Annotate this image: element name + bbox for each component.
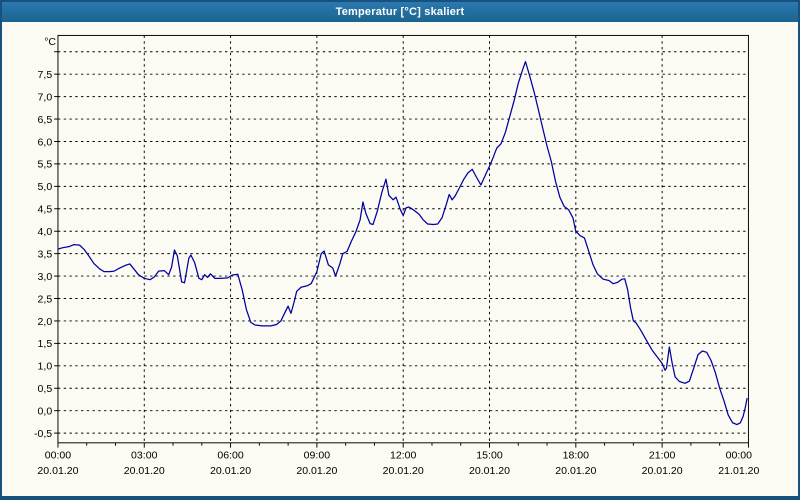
svg-text:-0,5: -0,5 <box>34 428 52 440</box>
svg-text:09:00: 09:00 <box>304 450 331 462</box>
svg-text:15:00: 15:00 <box>476 450 503 462</box>
svg-text:21:00: 21:00 <box>649 450 676 462</box>
gridlines <box>57 35 749 443</box>
svg-text:21.01.20: 21.01.20 <box>718 465 759 477</box>
svg-text:6,5: 6,5 <box>38 114 53 126</box>
svg-text:00:00: 00:00 <box>726 450 753 462</box>
svg-text:18:00: 18:00 <box>563 450 590 462</box>
svg-text:1,0: 1,0 <box>38 361 53 373</box>
svg-text:°C: °C <box>44 36 56 48</box>
svg-text:2,5: 2,5 <box>38 293 53 305</box>
svg-text:0,5: 0,5 <box>38 383 53 395</box>
svg-text:20.01.20: 20.01.20 <box>642 465 683 477</box>
svg-text:20.01.20: 20.01.20 <box>555 465 596 477</box>
x-axis-labels: 00:00 20.01.20 03:00 20.01.20 06:00 20.01.20 0… <box>37 450 759 477</box>
svg-text:00:00: 00:00 <box>45 450 72 462</box>
svg-text:3,5: 3,5 <box>38 248 53 260</box>
svg-text:12:00: 12:00 <box>390 450 417 462</box>
svg-text:6,0: 6,0 <box>38 136 53 148</box>
svg-text:4,5: 4,5 <box>38 204 53 216</box>
series-line <box>57 61 748 426</box>
svg-text:1,5: 1,5 <box>38 338 53 350</box>
svg-text:2,0: 2,0 <box>38 316 53 328</box>
svg-text:0,0: 0,0 <box>38 406 53 418</box>
svg-text:5,0: 5,0 <box>38 181 53 193</box>
svg-text:20.01.20: 20.01.20 <box>469 465 510 477</box>
temperature-chart-svg: 7,5 7,0 6,5 6,0 5,5 5,0 4,5 4,0 3,5 3,0 2,5 2,0 1,5 1… <box>34 34 760 477</box>
y-unit-label: °C <box>44 36 56 48</box>
svg-text:7,0: 7,0 <box>38 91 53 103</box>
window-titlebar[interactable]: Temperatur [°C] skaliert <box>2 2 798 22</box>
svg-text:03:00: 03:00 <box>131 450 158 462</box>
svg-text:20.01.20: 20.01.20 <box>210 465 251 477</box>
svg-text:4,0: 4,0 <box>38 226 53 238</box>
svg-text:20.01.20: 20.01.20 <box>383 465 424 477</box>
window-title: Temperatur [°C] skaliert <box>335 6 465 18</box>
svg-text:20.01.20: 20.01.20 <box>37 465 78 477</box>
svg-text:5,5: 5,5 <box>38 159 53 171</box>
svg-text:20.01.20: 20.01.20 <box>296 465 337 477</box>
temperature-chart: 7,5 7,0 6,5 6,0 5,5 5,0 4,5 4,0 3,5 3,0 2,5 2,0 1,5 1… <box>2 22 798 496</box>
y-axis-labels: 7,5 7,0 6,5 6,0 5,5 5,0 4,5 4,0 3,5 3,0 2,5 2,0 1,5 1… <box>34 69 52 440</box>
svg-text:3,0: 3,0 <box>38 271 53 283</box>
svg-text:20.01.20: 20.01.20 <box>124 465 165 477</box>
axis-ticks <box>54 51 749 448</box>
svg-text:06:00: 06:00 <box>217 450 244 462</box>
svg-text:7,5: 7,5 <box>38 69 53 81</box>
